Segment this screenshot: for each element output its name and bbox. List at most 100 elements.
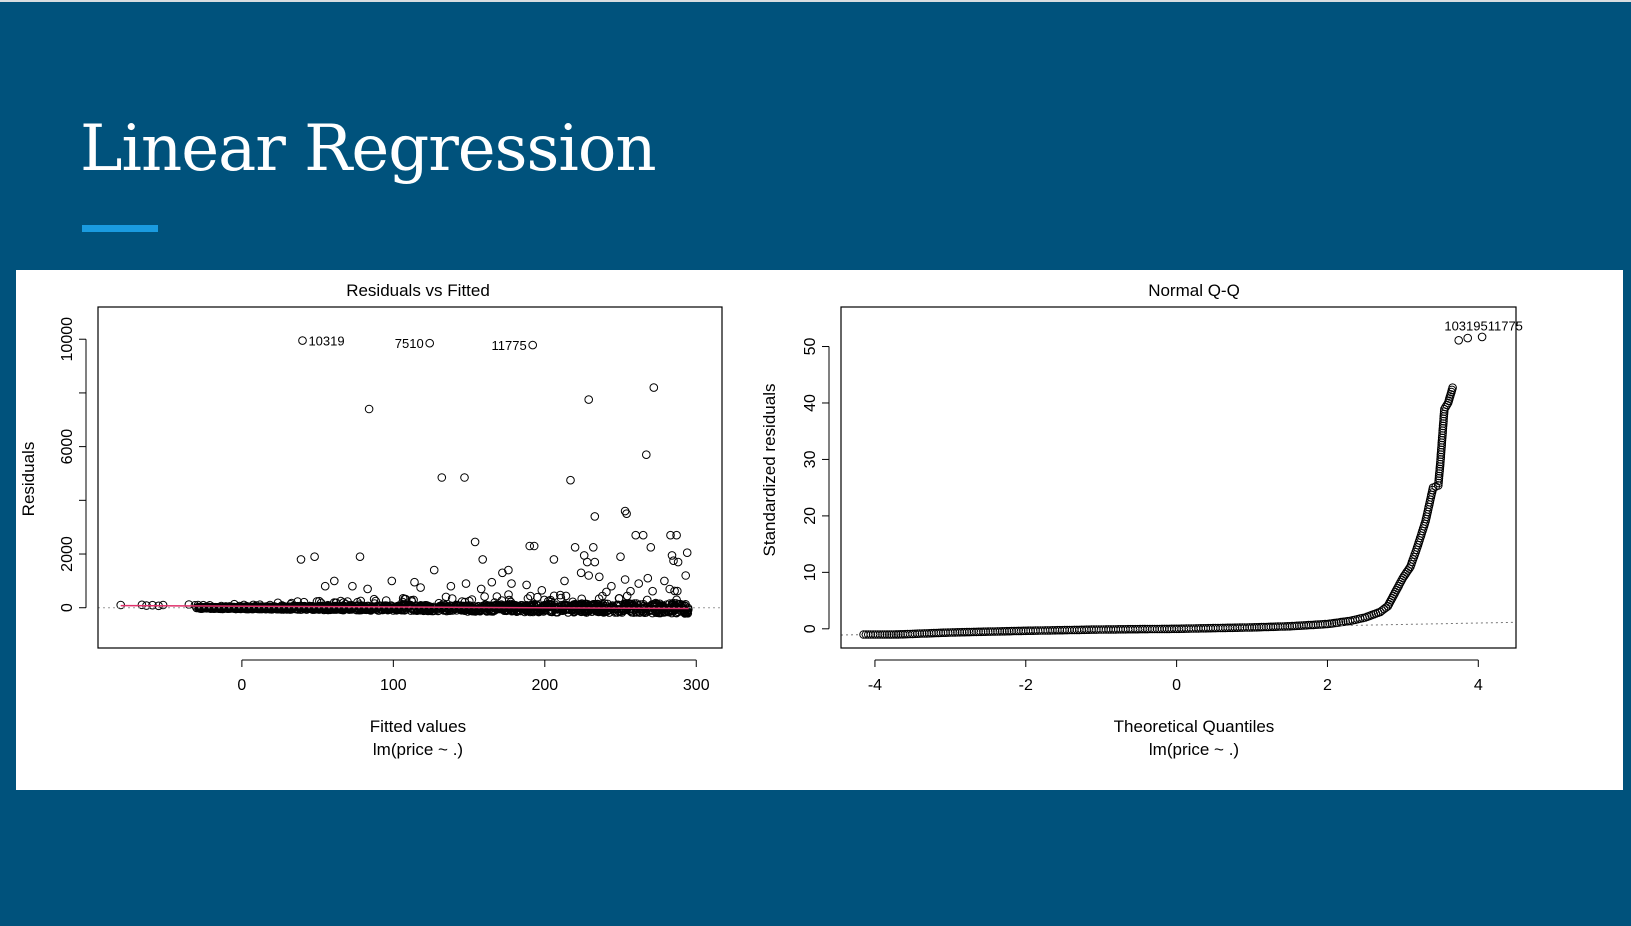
qq-point [1005,626,1014,636]
residual-outlier-point [320,581,330,591]
residual-outlier-point [522,580,531,590]
residuals-vs-fitted-title: Residuals vs Fitted [346,281,490,300]
qq-point [1440,404,1449,414]
residual-point [669,602,679,612]
qq-point [979,627,988,637]
labeled-outlier-point [528,340,538,350]
residual-point [137,600,147,610]
residual-outlier-point [607,581,616,591]
residual-point [452,600,462,610]
residual-outlier-point [646,543,656,552]
residual-point [561,605,570,614]
residual-point [540,601,550,611]
residual-point [504,590,513,599]
residual-outlier-point [498,568,507,578]
qq-point [1448,383,1457,392]
qq-point [1294,621,1304,631]
y-tick-label: 10 [802,563,819,581]
residual-outlier-point [620,575,630,584]
residual-outlier-point [437,473,447,482]
residual-outlier-point [667,551,677,560]
residual-outlier-point [348,581,357,591]
residual-point [626,601,635,610]
residual-point [272,604,282,614]
residual-outlier-point [616,552,625,562]
residual-point [271,604,281,613]
x-tick-label: 2 [1323,677,1332,694]
residual-point [568,601,578,610]
y-tick-label: 10000 [59,317,76,362]
residual-point [612,601,622,611]
y-tick-label: 6000 [59,429,76,465]
residuals-points: 10319 7510 11775 [98,334,722,618]
residual-outlier-point [364,404,374,414]
residual-point [488,602,498,611]
residual-point [361,604,371,613]
residual-outlier-point [446,581,456,591]
qq-point [1306,620,1316,630]
residual-point [369,594,379,604]
residual-outlier-point [330,576,339,586]
residual-point [665,584,675,594]
residual-outlier-point [582,557,592,567]
qq-point [946,628,955,637]
residuals-vs-fitted-chart: Residuals vs Fitted Fitted values lm(pri… [19,281,723,759]
residual-point [223,604,233,614]
residual-outlier-point [660,576,669,586]
residual-outlier-point [584,571,594,580]
labeled-outlier-point [1463,333,1472,343]
residual-outlier-point [590,557,600,567]
x-tick-label: -4 [868,677,882,694]
residual-outlier-point [410,577,419,587]
residual-point [658,606,668,615]
residuals-axis-label: Residuals [19,442,38,517]
residual-outlier-point [570,543,580,552]
residual-outlier-point [363,584,372,594]
residual-outlier-point [387,576,397,586]
residuals-axes: 0 100 200 300 0 2000 6000 10000 [59,317,710,694]
residual-outlier-point [638,530,648,540]
residual-point [286,604,296,613]
standardized-residuals-axis-label: Standardized residuals [760,384,779,557]
normal-qq-title: Normal Q-Q [1148,281,1240,300]
residual-outlier-point [566,475,575,485]
qq-point [917,629,927,638]
residual-outlier-point [643,573,653,583]
residual-outlier-point [681,571,691,580]
residual-outlier-point [470,537,480,547]
residual-point [523,594,533,603]
residual-point [184,600,194,609]
residual-outlier-point [634,579,644,588]
residual-outlier-point [590,512,600,521]
residual-point [540,595,549,605]
residual-point [539,606,548,615]
residual-point [418,601,428,611]
residual-point [357,604,366,614]
x-tick-label: 200 [531,677,558,694]
residual-point [507,600,517,610]
residual-point [482,605,492,615]
residual-outlier-point [478,555,488,564]
residual-point [398,594,408,603]
residual-outlier-point [620,506,630,516]
residual-outlier-point [525,541,535,551]
residuals-plot-frame [97,306,723,649]
residual-outlier-point [460,473,469,482]
residual-point [560,605,569,615]
residual-point [460,597,470,607]
residual-point [670,586,679,596]
residual-point [513,601,523,611]
residual-smoother-line [120,604,689,610]
residual-point [480,592,489,601]
residual-outlier-point [669,556,678,566]
residual-outlier-point [649,383,659,392]
residual-outlier-point [642,450,651,459]
outlier-label: 11775 [491,338,526,353]
residual-outlier-point [584,395,594,404]
x-tick-label: 300 [683,677,710,694]
residual-point [409,595,418,605]
labeled-outlier-point [1454,336,1463,345]
residual-outlier-point [537,586,547,595]
top-edge-strip [0,0,1631,2]
